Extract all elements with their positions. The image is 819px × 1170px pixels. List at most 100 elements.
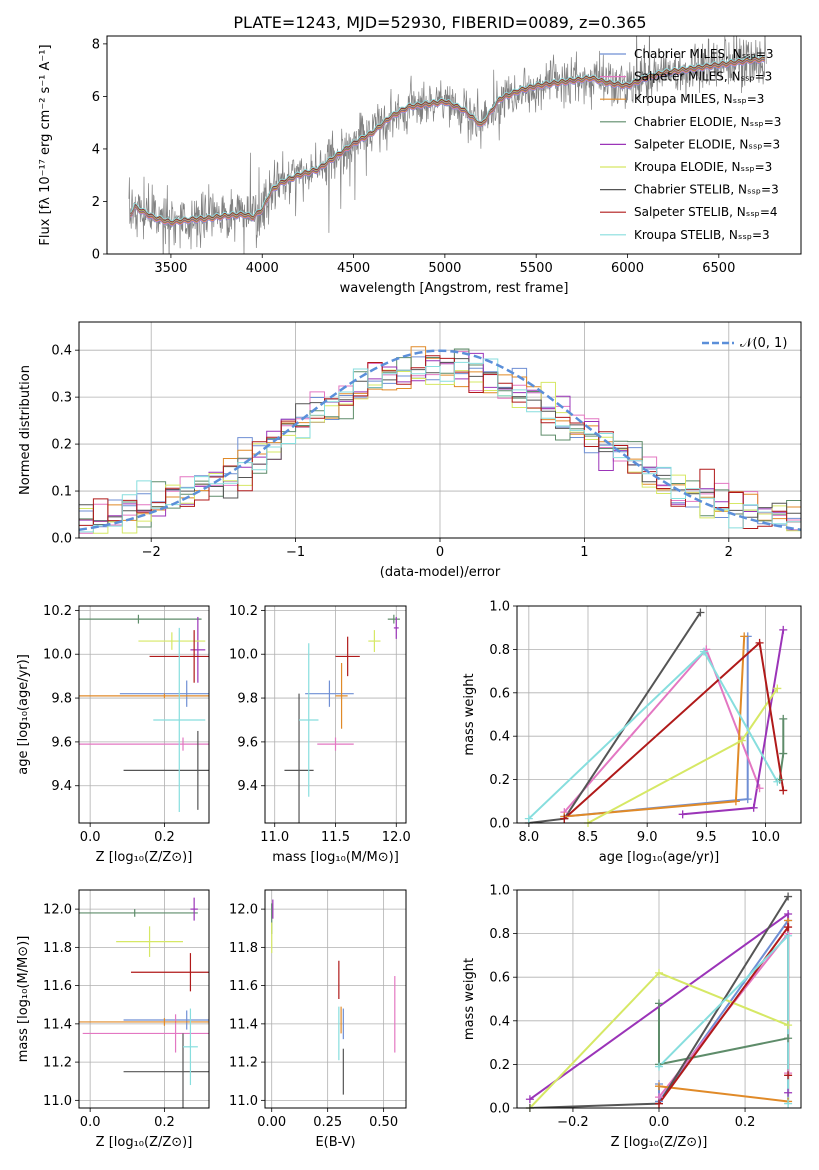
residuals-plot-area — [79, 322, 801, 538]
spectrum-model-line — [130, 56, 765, 223]
spectrum-model-line — [130, 58, 765, 225]
mass_vs_Z-xlabel: Z [log₁₀(Z/Z⊙)] — [96, 1135, 193, 1150]
mass_vs_Z-ylabel: mass [log₁₀(M/M⊙)] — [16, 936, 31, 1063]
weight_vs_age-ytick-label: 0.0 — [489, 817, 510, 832]
spectrum-ytick-label: 6 — [92, 90, 100, 105]
age_vs_Z-ytick-label: 9.4 — [51, 779, 72, 794]
mass-weight-marker — [784, 1099, 793, 1108]
mass_vs_ebv-xtick-label: 0.00 — [257, 1115, 286, 1130]
age_vs_Z-xtick-label: 0.2 — [154, 830, 175, 845]
mass-weight-marker — [678, 810, 687, 819]
age_vs_mass-xtick-label: 12.0 — [382, 830, 411, 845]
age_vs_mass-ytick-label: 10.0 — [229, 648, 258, 663]
mass-weight-marker — [560, 814, 569, 823]
weight_vs_age-ytick-label: 0.8 — [489, 643, 510, 658]
age_vs_Z-ylabel: age [log₁₀(age/yr)] — [16, 654, 31, 775]
mass_vs_Z-ytick-label: 12.0 — [43, 903, 72, 918]
figure-title: PLATE=1243, MJD=52930, FIBERID=0089, z=0… — [233, 13, 646, 32]
mass-weight-marker — [779, 625, 788, 634]
mass-weight-marker — [655, 968, 663, 977]
mass_vs_ebv-xlabel: E(B-V) — [315, 1135, 355, 1150]
spectrum-xtick-label: 6000 — [611, 261, 644, 276]
weight_vs_age-xtick-label: 9.5 — [696, 830, 717, 845]
mass-weight-marker — [773, 777, 782, 786]
spectrum-ytick-label: 0 — [92, 248, 100, 263]
weight_vs_Z-xlabel: Z [log₁₀(Z/Z⊙)] — [611, 1135, 708, 1150]
mass-weight-marker — [655, 999, 663, 1008]
mass-weight-marker — [696, 608, 705, 617]
mass_vs_ebv-xtick-label: 0.25 — [313, 1115, 342, 1130]
age_vs_Z-xtick-label: 0.0 — [80, 830, 101, 845]
mass-weight-line — [563, 640, 785, 820]
weight_vs_age-xtick-label: 10.0 — [751, 830, 780, 845]
age_vs_Z-plot-area — [79, 606, 209, 823]
mass_vs_Z-xtick-label: 0.0 — [80, 1115, 101, 1130]
spectrum-model-line — [130, 57, 765, 224]
age_vs_Z-ytick-label: 9.8 — [51, 692, 72, 707]
age_vs_mass-ytick-label: 9.6 — [237, 735, 258, 750]
mass_vs_Z-ytick-label: 11.6 — [43, 979, 72, 994]
weight_vs_Z-ytick-label: 0.8 — [489, 927, 510, 942]
weight_vs_age-panel: 8.0 8.5 9.0 9.5 10.0 0.0 0.2 0.4 0.6 0.8 1.0 age [l… — [462, 600, 802, 865]
residuals-xtick-label: 2 — [725, 545, 733, 560]
mass-weight-marker — [784, 931, 793, 940]
weight_vs_age-ytick-label: 0.2 — [489, 773, 510, 788]
age_vs_mass-ytick-label: 9.8 — [237, 692, 258, 707]
mass-weight-marker — [784, 1034, 793, 1043]
mass-weight-marker — [784, 923, 793, 932]
residuals-ytick-label: 0.1 — [51, 485, 72, 500]
mass-weight-line — [564, 636, 746, 818]
spectrum-model-line — [130, 55, 765, 223]
spectrum-ytick-label: 2 — [92, 195, 100, 210]
age_vs_mass-ytick-label: 9.4 — [237, 779, 258, 794]
residuals-ytick-label: 0.2 — [51, 438, 72, 453]
mass-weight-marker — [755, 638, 764, 647]
spectrum-panel: 3500 4000 4500 5000 5500 6000 6500 0 2 4 6 8 wavelen… — [38, 35, 802, 296]
mass-weight-marker — [784, 1071, 793, 1080]
spectrum-ytick-label: 8 — [92, 37, 100, 52]
spectrum-legend: Chabrier MILES, Nₛₛₚ=3 Salpeter MILES, Nₛ… — [600, 47, 781, 242]
mass-weight-marker — [524, 814, 533, 823]
residual-histogram-step — [79, 352, 801, 531]
residuals-ytick-label: 0.3 — [51, 391, 72, 406]
age_vs_Z-xlabel: Z [log₁₀(Z/Z⊙)] — [96, 850, 193, 865]
age_vs_Z-frame — [78, 605, 210, 824]
residual-histogram-step — [79, 355, 801, 529]
weight_vs_Z-panel: −0.2 0.0 0.2 0.0 0.2 0.4 0.6 0.8 1.0 Z [log₁₀(Z/Z… — [462, 884, 802, 1150]
mass-weight-marker — [779, 714, 788, 723]
age_vs_mass-ytick-label: 10.2 — [229, 604, 258, 619]
spectrum-model-line — [130, 59, 765, 226]
normal-reference-curve — [79, 349, 801, 532]
mass_vs_Z-xtick-label: 0.2 — [154, 1115, 175, 1130]
weight_vs_age-ytick-label: 0.4 — [489, 730, 510, 745]
legend-label: Salpeter ELODIE, Nₛₛₚ=3 — [634, 137, 780, 151]
mass-weight-marker — [699, 647, 708, 656]
weight_vs_age-ytick-label: 1.0 — [489, 600, 510, 615]
age_vs_mass-plot-area — [265, 606, 406, 823]
panels: 3500 4000 4500 5000 5500 6000 6500 0 2 4 6 8 wavelen… — [16, 35, 802, 1150]
residuals-xtick-label: −1 — [286, 545, 305, 560]
legend-label: Salpeter MILES, Nₛₛₚ=3 — [634, 70, 772, 84]
mass_vs_ebv-panel: 0.00 0.25 0.50 11.0 11.2 11.4 11.6 11.8 12.0 E(B-… — [229, 889, 407, 1150]
weight_vs_age-xtick-label: 9.0 — [637, 830, 658, 845]
spectrum-model-line — [130, 59, 765, 226]
weight_vs_age-xtick-label: 8.5 — [578, 830, 599, 845]
weight_vs_Z-frame — [516, 889, 802, 1109]
mass-weight-line — [658, 924, 790, 1105]
weight_vs_Z-ytick-label: 0.0 — [489, 1102, 510, 1117]
spectrum-xtick-label: 6500 — [702, 261, 735, 276]
mass_vs_Z-ytick-label: 11.8 — [43, 941, 72, 956]
mass-weight-marker — [737, 736, 746, 745]
mass-weight-marker — [743, 795, 752, 804]
spectrum-model-line — [130, 55, 765, 222]
spectrum-ylabel: Flux [fλ 10⁻¹⁷ erg cm⁻² s⁻¹ A⁻¹] — [38, 44, 53, 245]
weight_vs_Z-xtick-label: −0.2 — [557, 1115, 589, 1130]
mass_vs_ebv-ytick-label: 12.0 — [229, 903, 258, 918]
spectrum-ytick-label: 4 — [92, 142, 100, 157]
mass-weight-marker — [784, 909, 793, 918]
mass_vs_Z-ytick-label: 11.4 — [43, 1017, 72, 1032]
weight_vs_Z-ytick-label: 0.4 — [489, 1014, 510, 1029]
mass_vs_ebv-ytick-label: 11.8 — [229, 941, 258, 956]
age_vs_mass-panel: 11.0 11.5 12.0 9.4 9.6 9.8 10.0 10.2 mass [log₁₀… — [229, 604, 411, 865]
